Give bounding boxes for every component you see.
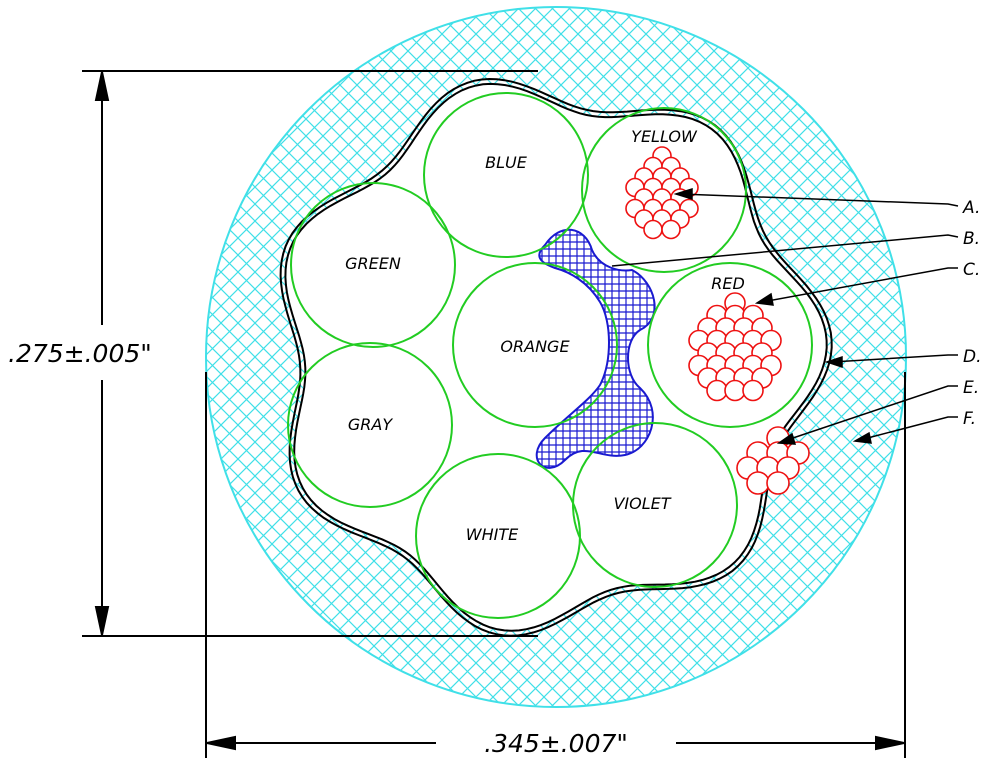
conductor-circle (290, 182, 456, 348)
callout-e: E. (963, 378, 979, 398)
arrowhead-left (206, 735, 236, 751)
conductor-circle (423, 92, 589, 258)
leader-d (831, 354, 958, 363)
strand-circle (766, 471, 790, 495)
callout-leaders (611, 187, 959, 445)
conductor-label: BLUE (485, 153, 528, 172)
leader-e (783, 385, 958, 442)
height-dimension (82, 70, 538, 637)
conductor-label: ORANGE (500, 337, 570, 356)
conductor-label: RED (711, 274, 745, 293)
conductor-label: VIOLET (613, 494, 671, 513)
conductor-label: WHITE (466, 525, 519, 544)
arrowhead-bottom (94, 606, 110, 636)
height-dimension-text: .275±.005" (8, 339, 152, 368)
arrowhead-f (852, 431, 872, 444)
leader-f (859, 416, 958, 441)
conductor-circle (287, 342, 453, 508)
arrowhead-d (824, 355, 843, 369)
strand-circle (746, 471, 770, 495)
arrowhead-top (94, 71, 110, 101)
conductor-label: GRAY (348, 415, 393, 434)
leader-a (679, 193, 959, 207)
conductor-blue: BLUE (423, 92, 589, 258)
conductor-circle (647, 262, 813, 428)
conductor-yellow: YELLOW (581, 107, 747, 273)
conductor-violet: VIOLET (572, 422, 738, 588)
conductor-label: GREEN (345, 254, 401, 273)
conductor-circle (452, 262, 618, 428)
conductor-red: RED (647, 262, 813, 428)
shield-outer-line (279, 77, 833, 637)
conductor-label: YELLOW (631, 127, 698, 146)
strand-bundle-yellow (625, 146, 699, 240)
strand-circle (742, 379, 764, 402)
conductor-circle (581, 107, 747, 273)
strand-circle (643, 219, 663, 240)
strand-circle (706, 379, 728, 402)
width-dimension (205, 372, 906, 758)
strand-bundle-red (688, 292, 782, 402)
core-area (284, 82, 828, 632)
leader-b (611, 234, 959, 267)
conductor-circle (572, 422, 738, 588)
arrowhead-a (673, 187, 693, 201)
conductor-gray: GRAY (287, 342, 453, 508)
leader-c (761, 267, 958, 303)
callout-b: B. (963, 229, 980, 249)
filler (535, 228, 656, 469)
callout-c: C. (963, 260, 980, 280)
width-dimension-text: .345±.007" (484, 729, 628, 758)
callout-d: D. (963, 347, 982, 367)
arrowhead-c (754, 292, 774, 306)
arrowhead-e (776, 432, 797, 445)
callout-f: F. (963, 409, 976, 429)
strand-circle (661, 219, 681, 240)
conductor-orange: ORANGE (452, 262, 618, 428)
conductor-green: GREEN (290, 182, 456, 348)
callout-a: A. (962, 198, 980, 218)
strand-circle (724, 379, 746, 402)
arrowhead-right (875, 735, 905, 751)
